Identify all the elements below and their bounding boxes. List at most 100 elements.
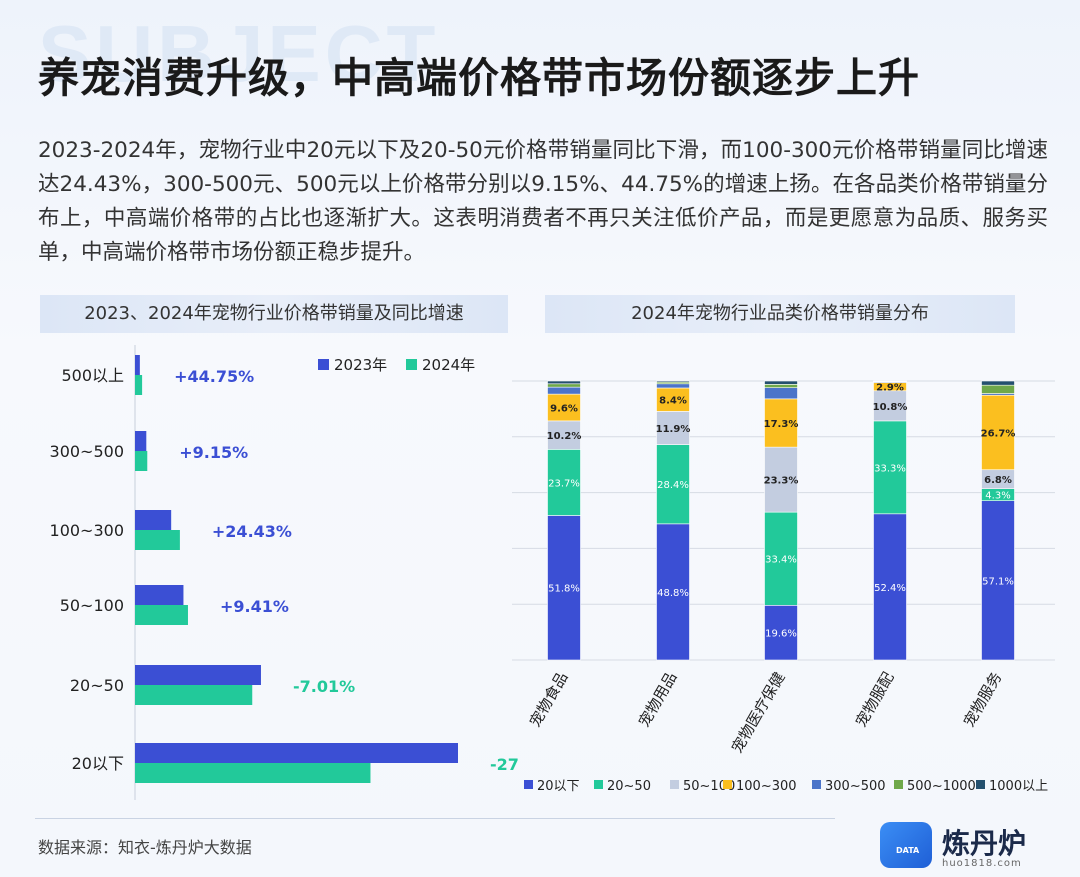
segment-value-label: 8.4% (659, 396, 687, 407)
segment-value-label: 6.8% (984, 475, 1012, 486)
stack-segment (764, 511, 798, 606)
legend-swatch (524, 780, 533, 789)
stack-segment (547, 383, 581, 388)
stack-segment (764, 384, 798, 388)
legend-label: 2024年 (422, 356, 475, 374)
y-tick-label: 300~500 (50, 442, 124, 461)
page-title: 养宠消费升级，中高端价格带市场份额逐步上升 (38, 54, 920, 102)
segment-value-label: 51.8% (548, 584, 580, 595)
legend-swatch (723, 780, 732, 789)
y-tick-label: 50~100 (60, 596, 124, 615)
bar-2023 (135, 510, 172, 530)
stack-segment (873, 420, 907, 515)
stack-segment (547, 515, 581, 661)
watermark-text: SUBJECT (38, 9, 440, 98)
segment-value-label: 26.7% (981, 428, 1016, 439)
x-tick-label: 宠物医疗保健 (728, 669, 789, 756)
segment-value-label: 17.3% (764, 419, 799, 430)
brand-logo-icon: DATA (880, 822, 932, 868)
x-tick-label: 宠物用品 (635, 669, 681, 730)
stack-segment (547, 449, 581, 516)
footer-divider (35, 818, 835, 819)
segment-value-label: 10.2% (547, 431, 582, 442)
stack-segment (547, 393, 581, 422)
segment-value-label: 4.3% (985, 491, 1010, 502)
stack-segment (656, 383, 690, 389)
legend-label: 1000以上 (989, 779, 1048, 794)
bar-2023 (135, 585, 184, 605)
legend-swatch (812, 780, 821, 789)
data-source: 数据来源：知衣-炼丹炉大数据 (38, 838, 252, 857)
stack-segment (547, 420, 581, 450)
segment-value-label: 28.4% (657, 480, 689, 491)
summary-paragraph: 2023-2024年，宠物行业中20元以下及20-50元价格带销量同比下滑，而1… (38, 138, 1048, 265)
stack-segment (547, 380, 581, 385)
segment-value-label: 48.8% (657, 588, 689, 599)
stack-segment (981, 380, 1015, 386)
stack-segment (764, 446, 798, 513)
stack-segment (873, 513, 907, 661)
segment-value-label: 23.3% (764, 476, 799, 487)
y-tick-label: 100~300 (50, 521, 124, 540)
bar-2023 (135, 665, 261, 685)
bar-2024 (135, 605, 188, 625)
growth-rate-label: -7.01% (293, 677, 355, 696)
y-tick-label: 20以下 (72, 754, 124, 773)
legend-swatch (594, 780, 603, 789)
growth-rate-label: +24.43% (212, 522, 292, 541)
legend-label: 50~100 (683, 779, 735, 794)
x-tick-label: 宠物服务 (960, 669, 1006, 730)
legend-swatch (406, 359, 417, 370)
segment-value-label: 19.6% (765, 629, 797, 640)
legend-swatch (318, 359, 329, 370)
stack-segment (656, 380, 690, 383)
y-tick-label: 20~50 (70, 676, 124, 695)
legend-label: 300~500 (825, 779, 886, 794)
growth-rate-label: +9.15% (179, 443, 248, 462)
bar-2024 (135, 685, 253, 705)
segment-value-label: 9.6% (550, 404, 578, 415)
segment-value-label: 57.1% (982, 576, 1014, 587)
left-chart-title: 2023、2024年宠物行业价格带销量及同比增速 (40, 295, 508, 333)
right-chart-title: 2024年宠物行业品类价格带销量分布 (545, 295, 1015, 333)
growth-rate-label: -27.06% (490, 755, 520, 774)
price-band-bar-chart: 500以上 +44.75% 300~500 +9.15% 100~300 +24.43% 5… (50, 345, 520, 800)
stack-segment (764, 398, 798, 448)
segment-value-label: 11.9% (656, 424, 691, 435)
legend-label: 20以下 (537, 779, 580, 794)
segment-value-label: 10.8% (873, 402, 908, 413)
bar-2023 (135, 431, 147, 451)
bar-2024 (135, 530, 180, 550)
bar-2024 (135, 375, 143, 395)
stack-segment (764, 380, 798, 385)
legend-label: 100~300 (736, 779, 797, 794)
stack-segment (873, 390, 907, 422)
legend-swatch (976, 780, 985, 789)
bar-2024 (135, 763, 371, 783)
legend-label: 500~1000 (907, 779, 976, 794)
bar-2023 (135, 743, 458, 763)
stack-segment (981, 384, 1015, 394)
bar-2024 (135, 451, 148, 471)
growth-rate-label: +9.41% (220, 597, 289, 616)
x-tick-label: 宠物食品 (526, 669, 572, 730)
segment-value-label: 23.7% (548, 478, 580, 489)
brand-name: 炼丹炉 (942, 827, 1027, 860)
growth-rate-label: +44.75% (174, 367, 254, 386)
legend-swatch (894, 780, 903, 789)
legend-swatch (670, 780, 679, 789)
stack-segment (656, 523, 690, 661)
stack-segment (764, 387, 798, 400)
segment-value-label: 52.4% (874, 583, 906, 594)
legend-label: 20~50 (607, 779, 651, 794)
brand-url: huo1818.com (942, 858, 1022, 869)
bar-2023 (135, 355, 140, 375)
segment-value-label: 33.4% (765, 555, 797, 566)
logo-badge: DATA (896, 846, 920, 855)
y-tick-label: 500以上 (61, 366, 124, 385)
segment-value-label: 2.9% (876, 383, 904, 394)
segment-value-label: 33.3% (874, 463, 906, 474)
stack-segment (547, 386, 581, 395)
stack-segment (656, 444, 690, 525)
stack-segment (764, 605, 798, 661)
